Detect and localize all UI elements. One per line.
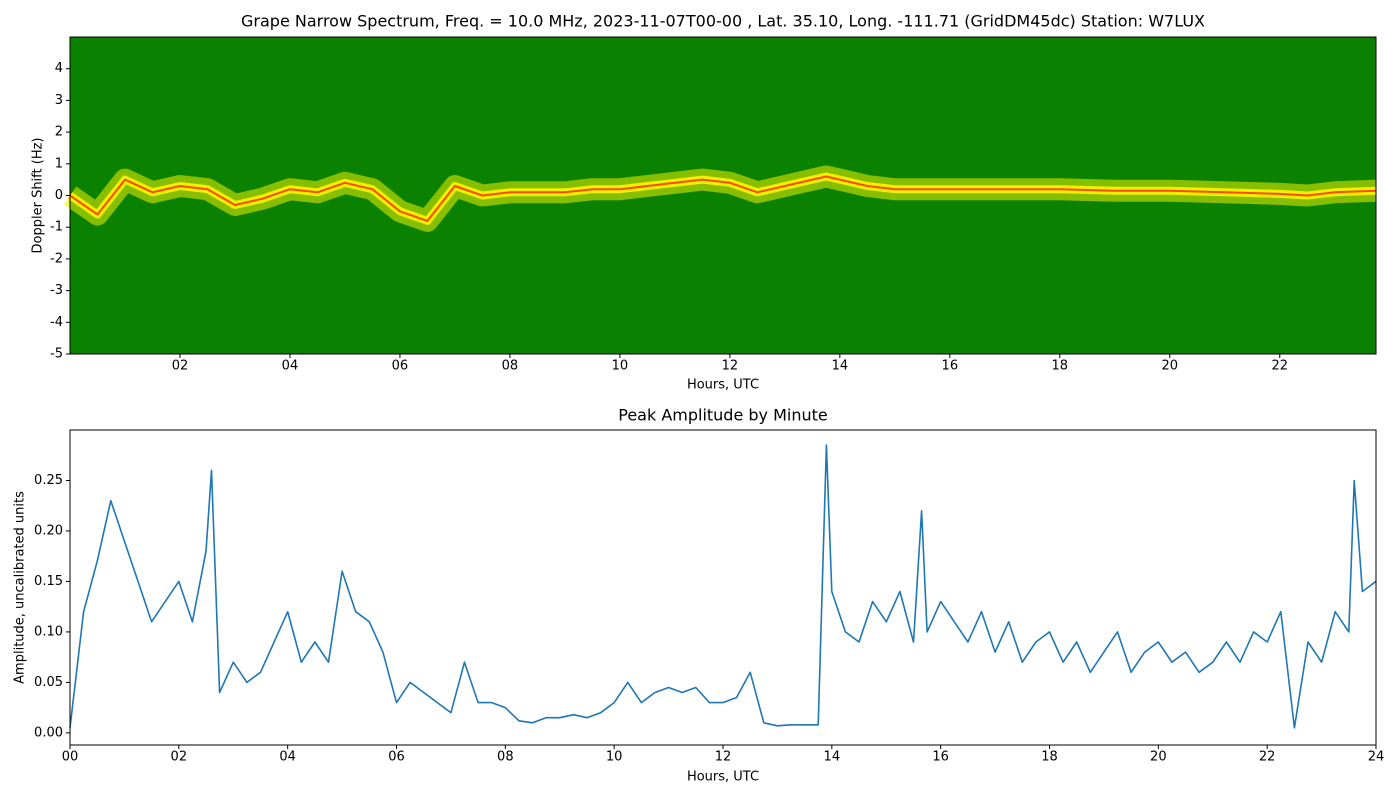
- x-tick-label: 10: [612, 359, 629, 374]
- plot-frame: [69, 429, 1377, 746]
- x-tick-label: 16: [942, 359, 959, 374]
- x-tick-label: 06: [388, 750, 405, 765]
- y-tick-label: -1: [50, 220, 63, 235]
- x-tick-label: 20: [1162, 359, 1179, 374]
- x-tick-label: 04: [279, 750, 296, 765]
- y-tick-label: -4: [50, 315, 63, 330]
- x-tick-label: 02: [171, 750, 188, 765]
- y-tick-label: -2: [50, 251, 63, 266]
- y-tick-label: 0.10: [34, 624, 63, 639]
- x-tick-label: 08: [497, 750, 514, 765]
- x-tick-label: 18: [1052, 359, 1069, 374]
- x-tick-label: 10: [606, 750, 623, 765]
- doppler-trace: [69, 175, 1377, 222]
- x-tick-label: 02: [172, 359, 189, 374]
- y-tick-label: 0: [55, 188, 63, 203]
- x-tick-label: 16: [932, 750, 949, 765]
- x-tick-label: 08: [502, 359, 519, 374]
- y-tick-label: 2: [55, 125, 63, 140]
- x-axis-label: Hours, UTC: [687, 378, 759, 393]
- y-axis-label: Doppler Shift (Hz): [31, 138, 46, 254]
- x-tick-label: 22: [1259, 750, 1276, 765]
- x-tick-label: 00: [62, 750, 79, 765]
- x-tick-label: 04: [282, 359, 299, 374]
- y-tick-label: 3: [55, 93, 63, 108]
- y-tick-label: 0.20: [34, 523, 63, 538]
- y-tick-label: -3: [50, 283, 63, 298]
- y-tick-label: 0.00: [34, 725, 63, 740]
- amplitude-line: [69, 444, 1377, 729]
- x-tick-label: 22: [1271, 359, 1288, 374]
- x-tick-label: 18: [1041, 750, 1058, 765]
- y-tick-label: 0.05: [34, 675, 63, 690]
- y-tick-label: 0.15: [34, 574, 63, 589]
- y-tick-label: 1: [55, 156, 63, 171]
- spectrogram: [63, 37, 1377, 354]
- x-tick-label: 12: [715, 750, 732, 765]
- x-tick-label: 20: [1150, 750, 1167, 765]
- y-tick-label: 0.25: [34, 473, 63, 488]
- x-axis-label: Hours, UTC: [687, 770, 759, 785]
- y-tick-label: -5: [50, 347, 63, 362]
- x-tick-label: 24: [1368, 750, 1385, 765]
- x-tick-label: 14: [832, 359, 849, 374]
- y-axis-label: Amplitude, uncalibrated units: [13, 491, 28, 684]
- x-tick-label: 06: [392, 359, 409, 374]
- x-tick-label: 14: [824, 750, 841, 765]
- y-tick-label: 4: [55, 61, 63, 76]
- chart-title: Grape Narrow Spectrum, Freq. = 10.0 MHz,…: [241, 12, 1205, 31]
- x-tick-label: 12: [722, 359, 739, 374]
- chart-title: Peak Amplitude by Minute: [618, 406, 828, 425]
